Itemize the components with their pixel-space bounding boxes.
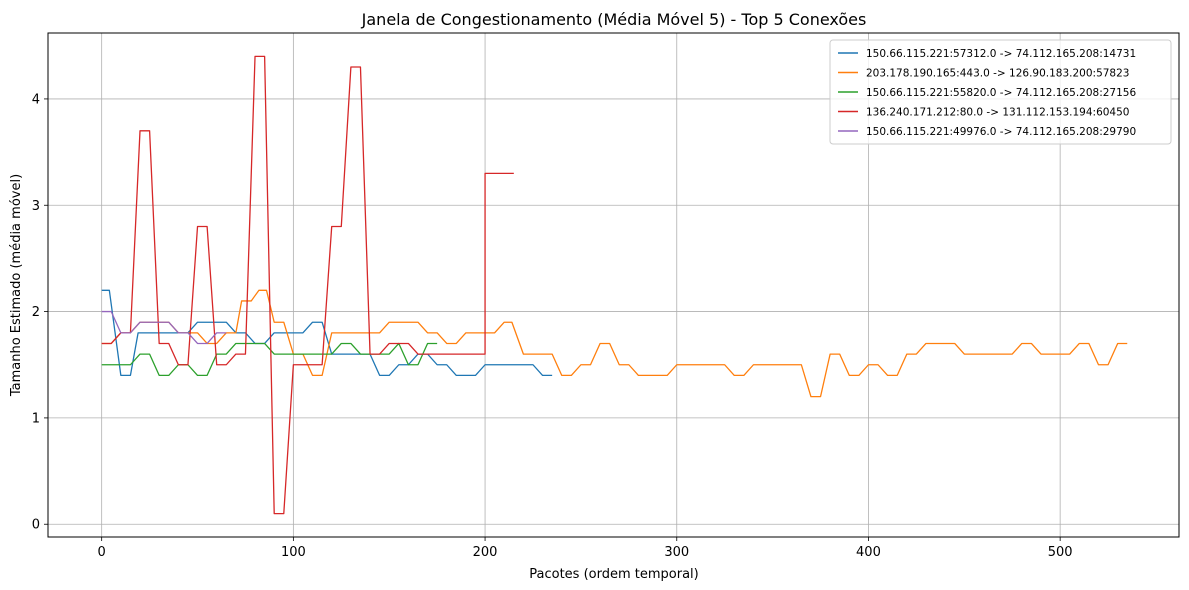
x-axis-ticks: 0 100 200 300 400 500: [98, 537, 1073, 560]
y-axis-ticks: 0 1 2 3 4: [32, 92, 48, 533]
legend-label-2: 203.178.190.165:443.0 -> 126.90.183.200:…: [866, 68, 1129, 80]
y-tick-label: 2: [32, 305, 40, 320]
legend-label-5: 150.66.115.221:49976.0 -> 74.112.165.208…: [866, 126, 1136, 138]
series-line-2: [101, 289, 1128, 398]
x-tick-label: 300: [664, 545, 689, 560]
chart-title: Janela de Congestionamento (Média Móvel …: [361, 10, 867, 29]
y-axis-label: Tamanho Estimado (média móvel): [9, 174, 24, 397]
x-tick-label: 0: [98, 545, 106, 560]
legend-label-1: 150.66.115.221:57312.0 -> 74.112.165.208…: [866, 48, 1136, 60]
plot-lines: [101, 55, 1128, 515]
x-tick-label: 200: [473, 545, 498, 560]
y-tick-label: 1: [32, 411, 40, 426]
legend-label-4: 136.240.171.212:80.0 -> 131.112.153.194:…: [866, 107, 1129, 119]
series-line-5: [101, 310, 227, 345]
y-tick-label: 0: [32, 518, 40, 533]
x-tick-label: 400: [856, 545, 881, 560]
legend-label-3: 150.66.115.221:55820.0 -> 74.112.165.208…: [866, 87, 1136, 99]
plot-frame: [47, 32, 1180, 538]
series-line-1: [101, 289, 553, 377]
y-tick-label: 3: [32, 199, 40, 214]
legend-box: [829, 39, 1172, 145]
y-tick-label: 4: [32, 92, 40, 107]
x-tick-label: 100: [281, 545, 306, 560]
x-tick-label: 500: [1048, 545, 1073, 560]
x-axis-label: Pacotes (ordem temporal): [529, 567, 698, 582]
legend: 150.66.115.221:57312.0 -> 74.112.165.208…: [829, 39, 1172, 145]
series-line-4: [101, 55, 514, 515]
